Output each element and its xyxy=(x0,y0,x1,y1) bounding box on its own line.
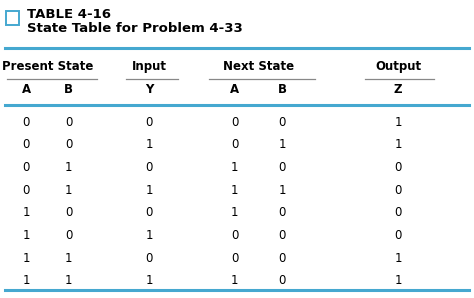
FancyBboxPatch shape xyxy=(6,11,19,25)
Text: 0: 0 xyxy=(22,161,30,174)
Text: 0: 0 xyxy=(394,206,402,219)
Text: 1: 1 xyxy=(65,161,73,174)
Text: 0: 0 xyxy=(65,138,73,151)
Text: 0: 0 xyxy=(278,274,286,287)
Text: 1: 1 xyxy=(22,229,30,242)
Text: 1: 1 xyxy=(22,206,30,219)
Text: 1: 1 xyxy=(22,274,30,287)
Text: 1: 1 xyxy=(146,229,153,242)
Text: 0: 0 xyxy=(278,252,286,265)
Text: Present State: Present State xyxy=(2,60,93,73)
Text: 0: 0 xyxy=(146,116,153,129)
Text: A: A xyxy=(21,83,31,96)
Text: B: B xyxy=(64,83,73,96)
Text: TABLE 4-16: TABLE 4-16 xyxy=(27,8,111,21)
Text: 1: 1 xyxy=(394,138,402,151)
Text: 0: 0 xyxy=(146,252,153,265)
Text: Input: Input xyxy=(132,60,167,73)
Text: 1: 1 xyxy=(146,184,153,197)
Text: 0: 0 xyxy=(22,116,30,129)
Text: 1: 1 xyxy=(278,184,286,197)
Text: 0: 0 xyxy=(278,206,286,219)
Text: 1: 1 xyxy=(394,116,402,129)
Text: 1: 1 xyxy=(146,138,153,151)
Text: 0: 0 xyxy=(65,229,73,242)
Text: 1: 1 xyxy=(146,274,153,287)
Text: 0: 0 xyxy=(65,206,73,219)
Text: 1: 1 xyxy=(231,206,238,219)
Text: B: B xyxy=(278,83,286,96)
Text: 0: 0 xyxy=(394,161,402,174)
Text: Output: Output xyxy=(375,60,421,73)
Text: 0: 0 xyxy=(231,116,238,129)
Text: 1: 1 xyxy=(65,252,73,265)
Text: 0: 0 xyxy=(278,161,286,174)
Text: Next State: Next State xyxy=(223,60,294,73)
Text: 1: 1 xyxy=(231,184,238,197)
Text: 0: 0 xyxy=(231,138,238,151)
Text: A: A xyxy=(230,83,239,96)
Text: 0: 0 xyxy=(65,116,73,129)
Text: 1: 1 xyxy=(65,274,73,287)
Text: 0: 0 xyxy=(278,116,286,129)
Text: 0: 0 xyxy=(22,138,30,151)
Text: 0: 0 xyxy=(22,184,30,197)
Text: 0: 0 xyxy=(278,229,286,242)
Text: 1: 1 xyxy=(278,138,286,151)
Text: 1: 1 xyxy=(22,252,30,265)
Text: 0: 0 xyxy=(231,229,238,242)
Text: 1: 1 xyxy=(231,274,238,287)
Text: State Table for Problem 4-33: State Table for Problem 4-33 xyxy=(27,21,243,35)
Text: 0: 0 xyxy=(394,184,402,197)
Text: 0: 0 xyxy=(394,229,402,242)
Text: 0: 0 xyxy=(146,161,153,174)
Text: 0: 0 xyxy=(231,252,238,265)
Text: Z: Z xyxy=(394,83,402,96)
Text: 1: 1 xyxy=(394,274,402,287)
Text: 0: 0 xyxy=(146,206,153,219)
Text: 1: 1 xyxy=(65,184,73,197)
Text: 1: 1 xyxy=(231,161,238,174)
Text: 1: 1 xyxy=(394,252,402,265)
Text: Y: Y xyxy=(145,83,154,96)
